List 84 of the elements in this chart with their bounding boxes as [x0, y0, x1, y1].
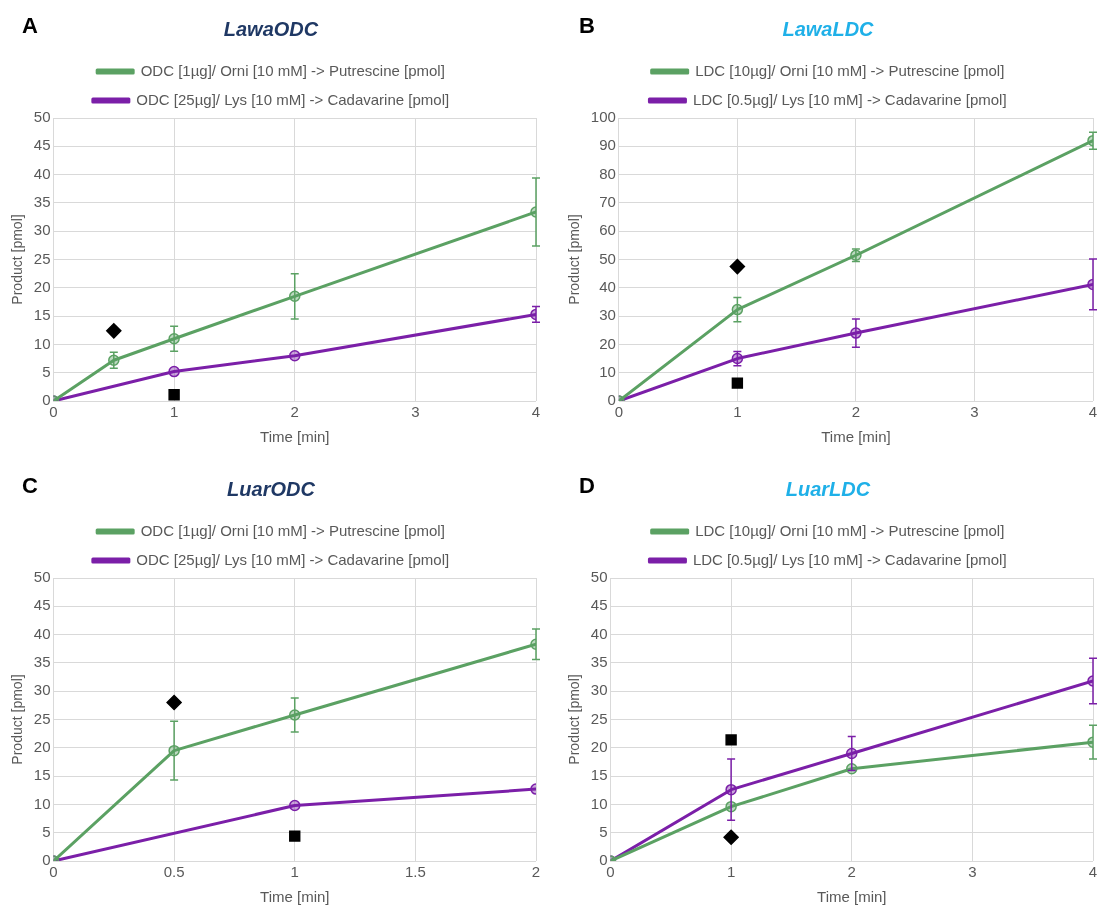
- y-tick-label: 30: [33, 681, 51, 699]
- y-tick-label: 10: [33, 334, 51, 352]
- y-tick-label: 40: [590, 624, 608, 642]
- y-tick-label: 10: [599, 362, 616, 380]
- y-tick-label: 20: [599, 334, 616, 352]
- y-tick-label: 45: [590, 596, 608, 614]
- y-tick-label: 70: [599, 193, 616, 211]
- y-tick-label: 80: [599, 164, 616, 182]
- y-tick-label: 40: [33, 624, 51, 642]
- x-tick-label: 1: [726, 863, 736, 881]
- x-tick-label: 1: [733, 403, 742, 421]
- chart-title: LuarODC: [227, 477, 316, 500]
- x-tick-label: 3: [968, 863, 977, 881]
- x-tick-label: 2: [851, 403, 861, 421]
- x-tick-label: 2: [531, 863, 541, 881]
- y-tick-label: 45: [33, 596, 51, 614]
- y-tick-label: 35: [33, 653, 51, 671]
- x-tick-label: 4: [1088, 403, 1098, 421]
- y-tick-label: 20: [590, 737, 608, 755]
- y-tick-label: 5: [599, 822, 608, 840]
- x-tick-label: 1: [169, 403, 179, 421]
- y-tick-label: 50: [33, 568, 51, 586]
- x-axis-title: Time [min]: [260, 888, 330, 906]
- legend-label: ODC [1µg]/ Orni [10 mM] -> Putrescine [pmol]: [140, 521, 445, 539]
- y-tick-label: 15: [590, 766, 608, 784]
- x-tick-label: 3: [411, 403, 420, 421]
- legend-label: LDC [10µg]/ Orni [10 mM] -> Putrescine [pmol]: [695, 521, 1005, 539]
- y-tick-label: 15: [33, 306, 51, 324]
- y-tick-label: 20: [33, 737, 51, 755]
- y-tick-label: 30: [599, 306, 616, 324]
- y-tick-label: 0: [42, 391, 51, 409]
- text: B: [579, 13, 595, 39]
- y-tick-label: 25: [33, 249, 51, 267]
- y-tick-label: 10: [590, 794, 608, 812]
- legend-label: LDC [0.5µg]/ Lys [10 mM] -> Cadavarine [pmol]: [692, 550, 1007, 568]
- text: A: [22, 13, 38, 39]
- y-tick-label: 0: [599, 851, 608, 869]
- y-tick-label: 25: [33, 709, 51, 727]
- text: C: [22, 473, 38, 499]
- x-tick-label: 2: [290, 403, 299, 421]
- y-tick-label: 45: [33, 136, 51, 154]
- y-tick-label: 30: [590, 681, 608, 699]
- text: D: [579, 473, 595, 499]
- y-tick-label: 15: [33, 766, 51, 784]
- x-tick-label: 4: [1088, 863, 1098, 881]
- chart-title: LuarLDC: [785, 477, 871, 500]
- y-tick-label: 0: [42, 851, 51, 869]
- y-tick-label: 90: [599, 136, 616, 154]
- y-axis-title: Product [pmol]: [566, 674, 583, 765]
- legend-label: ODC [25µg]/ Lys [10 mM] -> Cadavarine [pmol]: [136, 90, 450, 108]
- y-tick-label: 100: [590, 108, 616, 126]
- x-tick-label: 4: [531, 403, 541, 421]
- y-axis-title: Product [pmol]: [9, 674, 26, 765]
- y-tick-label: 60: [599, 221, 616, 239]
- y-axis-title: Product [pmol]: [566, 214, 583, 305]
- x-axis-title: Time [min]: [817, 888, 887, 906]
- chart-title: LawaLDC: [782, 17, 875, 40]
- y-tick-label: 10: [33, 794, 51, 812]
- y-tick-label: 30: [33, 221, 51, 239]
- x-tick-label: 1: [290, 863, 299, 881]
- x-tick-label: 2: [847, 863, 856, 881]
- x-tick-label: 3: [970, 403, 979, 421]
- y-tick-label: 20: [33, 277, 51, 295]
- y-tick-label: 40: [599, 277, 616, 295]
- y-tick-label: 0: [607, 391, 616, 409]
- legend-label: LDC [10µg]/ Orni [10 mM] -> Putrescine [pmol]: [695, 61, 1005, 79]
- y-tick-label: 5: [42, 822, 51, 840]
- x-tick-label: 1.5: [404, 863, 426, 881]
- x-axis-title: Time [min]: [821, 428, 891, 446]
- y-tick-label: 35: [33, 193, 51, 211]
- y-tick-label: 50: [590, 568, 608, 586]
- y-axis-title: Product [pmol]: [9, 214, 26, 305]
- x-tick-label: 0.5: [163, 863, 185, 881]
- y-tick-label: 50: [33, 108, 51, 126]
- y-tick-label: 5: [42, 362, 51, 380]
- legend-label: ODC [1µg]/ Orni [10 mM] -> Putrescine [pmol]: [140, 61, 445, 79]
- y-tick-label: 35: [590, 653, 608, 671]
- y-tick-label: 50: [599, 249, 616, 267]
- chart-title: LawaODC: [223, 17, 319, 40]
- y-tick-label: 40: [33, 164, 51, 182]
- legend-label: ODC [25µg]/ Lys [10 mM] -> Cadavarine [pmol]: [136, 550, 450, 568]
- legend-label: LDC [0.5µg]/ Lys [10 mM] -> Cadavarine [pmol]: [692, 90, 1007, 108]
- x-axis-title: Time [min]: [260, 428, 330, 446]
- y-tick-label: 25: [590, 709, 608, 727]
